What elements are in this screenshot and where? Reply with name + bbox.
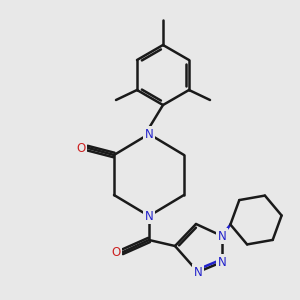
Text: N: N [194,266,202,278]
Text: N: N [145,209,153,223]
Text: O: O [76,142,85,154]
Text: O: O [111,245,121,259]
Text: N: N [218,256,226,268]
Text: N: N [145,128,153,140]
Text: N: N [218,230,226,242]
